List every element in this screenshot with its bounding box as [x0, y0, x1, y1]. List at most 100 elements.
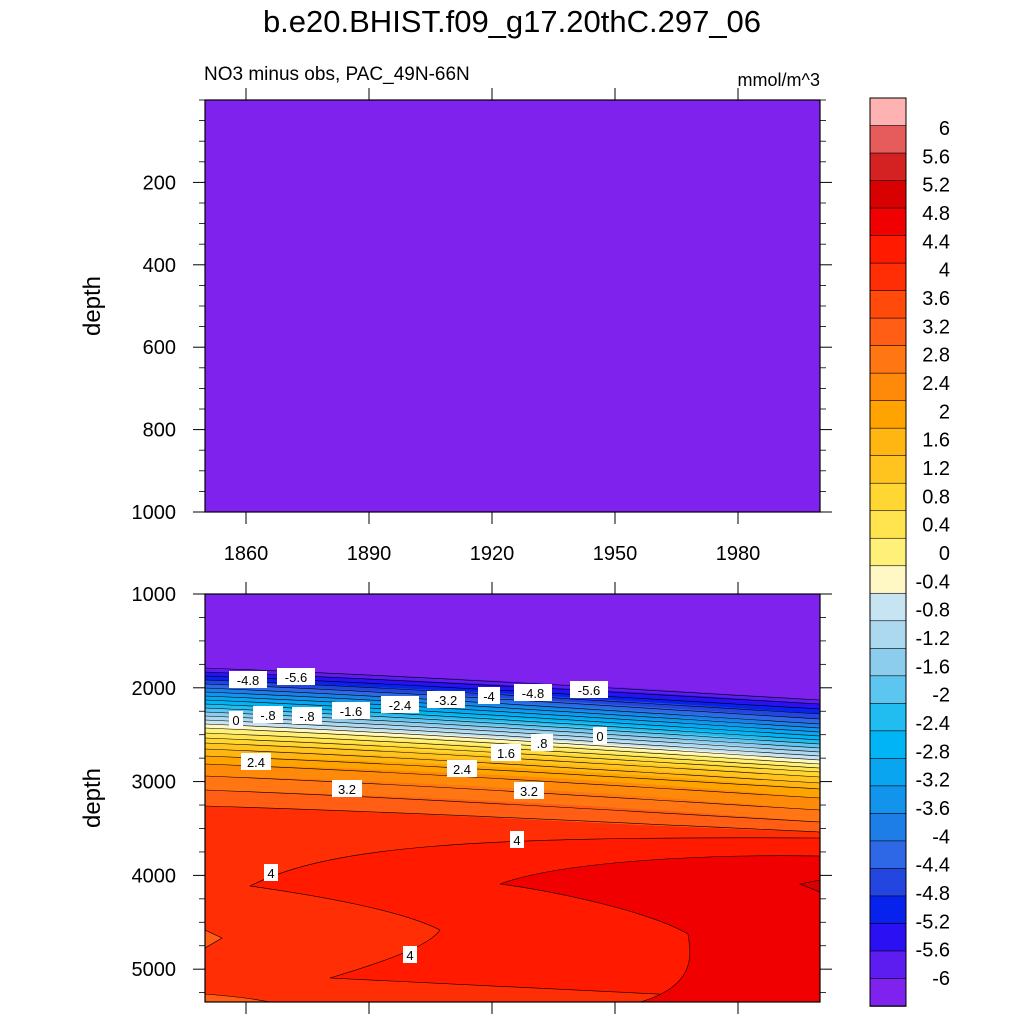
colorbar-swatch — [869, 482, 907, 512]
lower-y-axis-label: depth — [79, 768, 106, 828]
y-tick-label: 600 — [143, 337, 176, 359]
colorbar-swatch — [869, 455, 907, 485]
contour-label: 1.6 — [497, 746, 515, 761]
contour-label-box — [478, 687, 500, 704]
colorbar-swatch — [869, 290, 907, 319]
contour-line — [205, 699, 820, 737]
x-tick-label: 1860 — [224, 543, 269, 565]
contour-label: -4 — [483, 689, 495, 704]
colorbar-label: -1.2 — [916, 628, 950, 650]
upper-panel: 200 400 600 800 1000 1860 1890 1920 1950 1980 de… — [79, 88, 832, 565]
colorbar-label: -0.8 — [916, 600, 950, 622]
contour-label-box — [253, 706, 283, 723]
units-label: mmol/m^3 — [737, 70, 820, 90]
colorbar-swatch — [869, 372, 907, 402]
contour-label: 0 — [232, 713, 239, 728]
colorbar-label: 4.8 — [922, 203, 950, 225]
colorbar-label: -3.2 — [916, 770, 950, 792]
colorbar-swatch — [869, 758, 907, 787]
contour-label: 4 — [513, 833, 520, 848]
y-tick-label: 2000 — [132, 678, 177, 700]
colorbar-label: -4.8 — [916, 883, 950, 905]
contour-label: -2.4 — [389, 698, 411, 713]
colorbar-swatch — [869, 675, 907, 705]
colorbar-swatch — [869, 648, 907, 677]
contour-label: -4.8 — [522, 686, 544, 701]
colorbar-frame — [869, 97, 907, 1007]
colorbar-swatch — [869, 565, 907, 595]
colorbar-label: -1.6 — [916, 656, 950, 678]
colorbar-swatch — [869, 97, 907, 127]
contour-label-box — [292, 707, 322, 724]
colorbar-swatch — [869, 345, 907, 374]
colorbar-swatch — [869, 592, 907, 622]
colorbar-swatch — [869, 950, 907, 980]
y-tick-label: 4000 — [132, 865, 177, 887]
contour-line — [205, 763, 820, 799]
colorbar-swatch — [869, 180, 907, 209]
colorbar: 6 5.6 5.2 4.8 4.4 4 3.6 3.2 2.8 2.4 2 1.6 1.2 0.8 0.4 0… — [869, 97, 950, 1007]
contour-line — [205, 695, 820, 733]
contour-label: -5.6 — [285, 670, 307, 685]
x-tick-label: 1920 — [470, 543, 515, 565]
colorbar-label: 2.8 — [922, 345, 950, 367]
colorbar-label: -6 — [932, 968, 950, 990]
contour-label: -5.6 — [578, 683, 600, 698]
x-tick-label: 1980 — [716, 543, 761, 565]
colorbar-label: 6 — [939, 118, 950, 140]
colorbar-swatch — [869, 537, 907, 567]
contour-label-box — [514, 684, 552, 701]
lower-panel: -4.8 -5.6 -.8 -.8 -1.6 -2.4 -3.2 -4 -4.8 -5.6 0 2.4… — [79, 582, 832, 1014]
colorbar-label: 2.4 — [922, 373, 950, 395]
y-tick-label: 800 — [143, 420, 176, 442]
contour-line — [205, 755, 820, 790]
contour-label-box — [332, 780, 362, 797]
colorbar-swatch — [869, 813, 907, 842]
colorbar-swatch — [869, 978, 907, 1007]
contour-label-box — [447, 760, 477, 777]
upper-y-axis-label: depth — [79, 276, 106, 336]
colorbar-swatch — [869, 235, 907, 264]
colorbar-swatch — [869, 730, 907, 760]
contour-label-box — [264, 864, 278, 881]
colorbar-swatch — [869, 510, 907, 540]
contour-line — [205, 687, 820, 725]
contour-line — [205, 691, 820, 729]
y-tick-label: 1000 — [132, 502, 177, 524]
colorbar-swatch — [869, 620, 907, 650]
upper-field — [205, 100, 820, 512]
contour-label: 3.2 — [338, 782, 356, 797]
colorbar-label: 5.6 — [922, 146, 950, 168]
colorbar-swatch — [869, 152, 907, 182]
contour-label-box — [277, 668, 315, 685]
chart-subtitle: NO3 minus obs, PAC_49N-66N — [204, 64, 470, 85]
contour-line — [205, 748, 820, 784]
contour-label-box — [491, 744, 521, 761]
colorbar-swatch — [869, 207, 907, 237]
band-3p6-left-notch — [205, 929, 223, 949]
colorbar-label: 4.4 — [922, 231, 950, 253]
contour-line — [205, 719, 820, 757]
contour-label-box — [593, 727, 607, 744]
y-tick-label: 200 — [143, 172, 176, 194]
contour-line — [205, 723, 820, 761]
colorbar-swatch — [869, 923, 907, 952]
contour-label: -.8 — [299, 709, 314, 724]
contour-label-box — [229, 671, 267, 688]
colorbar-label: -4.4 — [916, 855, 950, 877]
y-tick-label: 5000 — [132, 959, 177, 981]
x-tick-label: 1890 — [347, 543, 392, 565]
colorbar-swatch — [869, 317, 907, 347]
colorbar-label: 0.4 — [922, 515, 950, 537]
colorbar-label: 0 — [939, 543, 950, 565]
contour-label: -1.6 — [340, 704, 362, 719]
colorbar-label: 2 — [939, 401, 950, 423]
contour-label: -.8 — [260, 708, 275, 723]
colorbar-swatch — [869, 895, 907, 925]
y-tick-label: 1000 — [132, 584, 177, 606]
contour-label: -3.2 — [435, 693, 457, 708]
lower-frame — [204, 593, 821, 1003]
colorbar-label: -0.4 — [916, 571, 950, 593]
colorbar-label: -2.8 — [916, 741, 950, 763]
